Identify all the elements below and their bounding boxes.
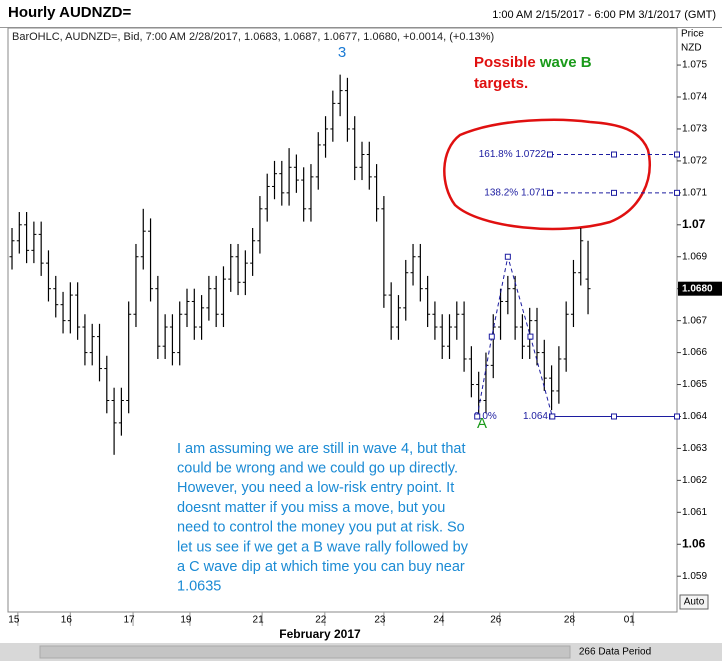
fib-handle xyxy=(674,151,680,158)
comment-line: However, you need a low-risk entry point… xyxy=(177,480,454,496)
target-note-part: targets. xyxy=(474,75,528,92)
wave-handle xyxy=(527,333,534,340)
x-tick-label: 28 xyxy=(564,615,576,626)
wave-label: 3 xyxy=(338,44,346,61)
last-price-label: 1.0680 xyxy=(682,283,713,294)
y-axis-label: NZD xyxy=(681,43,702,54)
target-note-part: wave B xyxy=(539,54,592,71)
fib-zero-label: 0.0% xyxy=(474,411,497,422)
x-tick-label: 26 xyxy=(490,615,502,626)
data-period: 266 Data Period xyxy=(579,647,651,658)
y-tick-label: 1.074 xyxy=(682,92,707,103)
comment-line: I am assuming we are still in wave 4, bu… xyxy=(177,441,466,457)
comment-line: doesnt matter if you miss a move, but yo… xyxy=(177,500,445,516)
wave-handle xyxy=(549,413,556,420)
y-tick-label: 1.06 xyxy=(682,536,706,550)
comment-line: need to control the money you put at ris… xyxy=(177,520,465,536)
fib-handle xyxy=(674,413,680,420)
chart-title: Hourly AUDNZD= xyxy=(8,4,131,21)
target-note: Possible wave B targets. xyxy=(474,54,592,92)
wave-handle xyxy=(474,413,481,420)
y-tick-label: 1.067 xyxy=(682,315,707,326)
fib-handle xyxy=(611,189,617,196)
y-tick-label: 1.069 xyxy=(682,251,707,262)
x-tick-label: 22 xyxy=(315,615,327,626)
x-tick-label: 16 xyxy=(61,615,73,626)
x-tick-label: 01 xyxy=(624,615,636,626)
date-range: 1:00 AM 2/15/2017 - 6:00 PM 3/1/2017 (GM… xyxy=(492,9,716,21)
y-tick-label: 1.061 xyxy=(682,507,707,518)
comment-line: a C wave dip at which time you can buy n… xyxy=(177,559,465,575)
last-price-box xyxy=(678,281,722,296)
auto-label[interactable]: Auto xyxy=(684,597,705,608)
fib-handle xyxy=(547,151,553,158)
fib-handle xyxy=(611,413,617,420)
fib-label: 138.2% 1.071 xyxy=(484,187,546,198)
y-tick-label: 1.075 xyxy=(682,60,707,71)
y-tick-label: 1.062 xyxy=(682,475,707,486)
fib-handle xyxy=(611,151,617,158)
y-tick-label: 1.064 xyxy=(682,411,707,422)
scroll-thumb[interactable] xyxy=(39,645,571,659)
comment-line: let us see if we get a B wave rally foll… xyxy=(177,539,469,555)
x-tick-label: 23 xyxy=(374,615,386,626)
fib-label: 161.8% 1.0722 xyxy=(479,149,547,160)
y-tick-label: 1.066 xyxy=(682,347,707,358)
y-axis-label: Price xyxy=(681,29,704,40)
wave-handle xyxy=(488,333,495,340)
y-tick-label: 1.07 xyxy=(682,217,706,231)
fib-label: 1.064 xyxy=(523,411,548,422)
wave-handle xyxy=(504,253,511,260)
fib-handle xyxy=(674,189,680,196)
wave-label: A xyxy=(477,415,487,432)
y-tick-label: 1.059 xyxy=(682,571,707,582)
y-tick-label: 1.073 xyxy=(682,124,707,135)
x-tick-label: 24 xyxy=(433,615,445,626)
subtitle: BarOHLC, AUDNZD=, Bid, 7:00 AM 2/28/2017… xyxy=(12,31,494,43)
y-tick-label: 1.071 xyxy=(682,187,707,198)
fib-handle xyxy=(547,189,553,196)
plot-frame xyxy=(7,27,678,613)
y-tick-label: 1.065 xyxy=(682,379,707,390)
x-tick-label: 17 xyxy=(123,615,135,626)
x-tick-label: 19 xyxy=(180,615,192,626)
target-circle xyxy=(443,118,651,231)
y-tick-label: 1.063 xyxy=(682,443,707,454)
y-tick-label: 1.072 xyxy=(682,156,707,167)
x-axis-label: February 2017 xyxy=(279,627,361,641)
auto-button[interactable] xyxy=(679,594,709,610)
target-note-part: Possible xyxy=(474,54,536,71)
comment-line: 1.0635 xyxy=(177,579,221,595)
x-tick-label: 15 xyxy=(8,615,20,626)
x-tick-label: 21 xyxy=(253,615,265,626)
comment-line: could be wrong and we could go up direct… xyxy=(177,461,458,477)
